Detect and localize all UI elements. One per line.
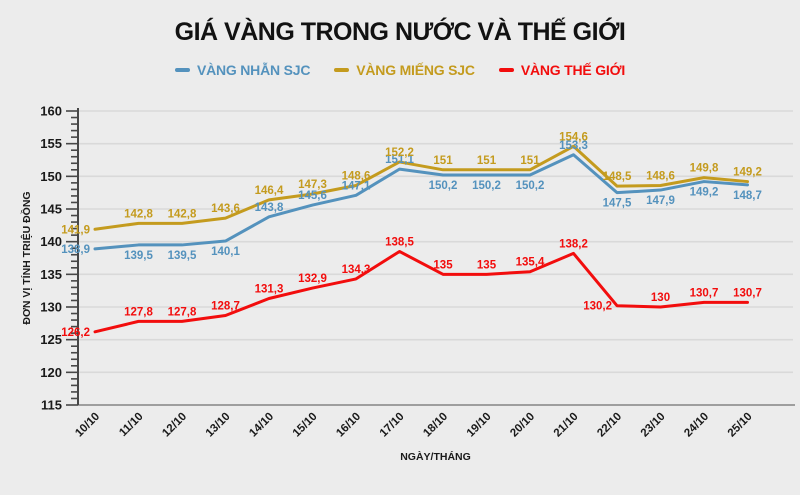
- data-label: 150,2: [516, 180, 545, 192]
- x-tick-label: 23/10: [639, 411, 668, 440]
- data-label: 149,8: [690, 163, 719, 175]
- y-tick-label: 145: [40, 202, 62, 217]
- data-label: 147,5: [603, 198, 632, 210]
- data-label: 130,2: [583, 301, 612, 313]
- data-label: 135: [477, 259, 497, 271]
- data-label: 149,2: [690, 187, 719, 199]
- data-label: 151: [520, 155, 540, 167]
- x-tick-label: 18/10: [421, 411, 450, 440]
- data-label: 126,2: [61, 327, 90, 339]
- data-label: 132,9: [298, 273, 327, 285]
- legend-dash-icon: [174, 68, 190, 72]
- data-label: 151: [433, 155, 453, 167]
- legend-item-vang-mieng-sjc: VÀNG MIẾNG SJC: [334, 62, 475, 78]
- data-label: 150,2: [429, 180, 458, 192]
- legend-dash-icon: [498, 68, 514, 72]
- data-label: 149,2: [733, 167, 762, 179]
- data-label: 138,5: [385, 236, 414, 248]
- data-label: 145,6: [298, 190, 327, 202]
- series-line-2: [93, 249, 749, 334]
- y-tick-label: 160: [40, 104, 62, 119]
- data-label: 130: [651, 292, 670, 304]
- x-tick-label: 13/10: [204, 411, 233, 440]
- legend-label: VÀNG MIẾNG SJC: [356, 62, 475, 78]
- data-label: 135,4: [516, 257, 545, 269]
- y-tick-label: 120: [40, 365, 62, 380]
- data-label: 143,8: [255, 202, 284, 214]
- data-label: 128,7: [211, 300, 240, 312]
- data-label: 142,8: [124, 208, 153, 220]
- y-tick-label: 135: [40, 267, 62, 282]
- x-tick-label: 14/10: [247, 411, 276, 440]
- legend-label: VÀNG THẾ GIỚI: [520, 62, 626, 78]
- data-label: 150,2: [472, 180, 501, 192]
- data-label: 147,1: [342, 180, 371, 192]
- data-label: 135: [433, 259, 453, 271]
- x-tick-label: 24/10: [682, 411, 711, 440]
- chart-legend: VÀNG NHẪN SJC VÀNG MIẾNG SJC VÀNG THẾ GI…: [0, 62, 800, 78]
- x-tick-label: 15/10: [291, 411, 320, 440]
- y-tick-label: 125: [40, 332, 62, 347]
- series-line-0: [93, 153, 749, 251]
- data-label: 134,3: [342, 264, 371, 276]
- data-label: 141,9: [61, 224, 90, 236]
- data-label: 148,7: [733, 190, 762, 202]
- legend-item-vang-nhan-sjc: VÀNG NHẪN SJC: [174, 62, 311, 78]
- data-label: 147,3: [298, 179, 327, 191]
- x-tick-label: 16/10: [334, 411, 363, 440]
- data-label: 140,1: [211, 246, 240, 258]
- data-label: 131,3: [255, 284, 284, 296]
- data-label: 152,2: [385, 147, 414, 159]
- data-label: 151: [477, 155, 497, 167]
- data-label: 139,5: [124, 250, 153, 262]
- data-label: 148,6: [342, 170, 371, 182]
- x-tick-label: 21/10: [552, 411, 581, 440]
- data-label: 147,9: [646, 195, 675, 207]
- gold-price-line-chart: 115 120 125 130 135 140 145 150 155 160 10/10 11/10…: [20, 104, 795, 463]
- data-label: 127,8: [124, 306, 153, 318]
- x-tick-label: 20/10: [508, 411, 537, 440]
- data-label: 153,3: [559, 140, 588, 152]
- y-tick-label: 115: [41, 398, 62, 413]
- data-label: 127,8: [168, 306, 197, 318]
- x-tick-label: 11/10: [117, 411, 145, 439]
- y-tick-label: 130: [40, 300, 62, 315]
- data-label: 148,6: [646, 170, 675, 182]
- legend-label: VÀNG NHẪN SJC: [196, 62, 311, 78]
- y-tick-label: 150: [40, 169, 62, 184]
- page-title: GIÁ VÀNG TRONG NƯỚC VÀ THẾ GIỚI: [174, 18, 626, 46]
- x-tick-label: 22/10: [595, 411, 624, 440]
- y-tick-label: 155: [40, 136, 62, 151]
- x-tick-label: 10/10: [73, 411, 102, 440]
- legend-item-vang-the-gioi: VÀNG THẾ GIỚI: [498, 62, 626, 78]
- data-label: 151,1: [385, 154, 414, 166]
- data-label: 148,5: [603, 171, 632, 183]
- series-line-1: [93, 144, 749, 231]
- x-tick-label: 17/10: [378, 411, 407, 440]
- data-label: 146,4: [255, 185, 284, 197]
- x-tick-label: 25/10: [726, 411, 755, 440]
- data-label: 130,7: [733, 287, 762, 299]
- data-label: 154,6: [559, 131, 588, 143]
- data-label: 130,7: [690, 287, 719, 299]
- data-label: 138,2: [559, 238, 588, 250]
- data-label: 142,8: [168, 208, 197, 220]
- x-axis-title: NGÀY/THÁNG: [400, 450, 471, 463]
- data-label: 143,6: [211, 203, 240, 215]
- data-label: 139,5: [168, 250, 197, 262]
- legend-dash-icon: [334, 68, 350, 72]
- data-label: 138,9: [61, 244, 90, 256]
- y-axis-title: ĐƠN VỊ TÍNH TRIỆU ĐỒNG: [20, 191, 33, 324]
- x-tick-label: 19/10: [465, 411, 494, 440]
- y-tick-label: 140: [40, 234, 62, 249]
- x-tick-label: 12/10: [160, 411, 189, 440]
